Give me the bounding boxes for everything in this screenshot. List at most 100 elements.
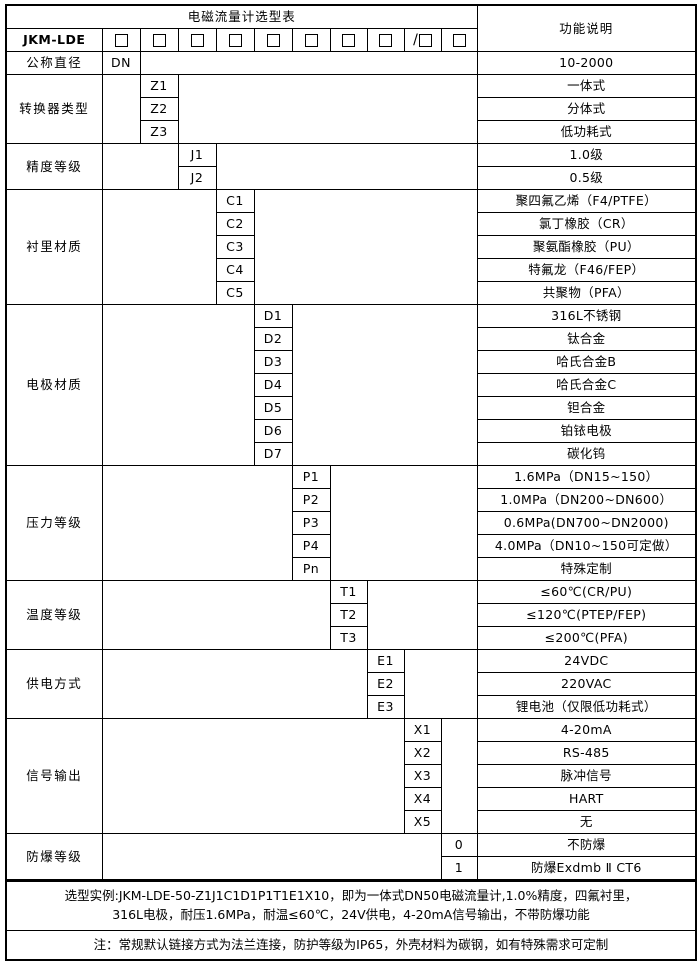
left-filler-4 <box>101 304 255 466</box>
option-code[interactable]: D6 <box>253 419 293 443</box>
code-checkbox-6[interactable] <box>291 28 331 52</box>
note-example-cell: 选型实例:JKM-LDE-50-Z1J1C1D1P1T1E1X10，即为一体式D… <box>5 881 697 931</box>
checkbox-icon[interactable] <box>304 34 318 47</box>
left-filler-1 <box>101 74 141 144</box>
option-code[interactable]: Z3 <box>139 120 179 144</box>
option-code[interactable]: E3 <box>366 695 405 719</box>
option-description: 哈氏合金C <box>476 373 697 397</box>
option-row: 温度等级 T1 ≤60℃(CR/PU) <box>5 580 697 650</box>
option-row: 公称直径 DN 10-2000 <box>5 51 697 75</box>
code-checkbox-8[interactable] <box>366 28 405 52</box>
option-description: 1.6MPa（DN15~150） <box>476 465 697 489</box>
option-description: ≤120℃(PTEP/FEP) <box>476 603 697 627</box>
option-code[interactable]: D7 <box>253 442 293 466</box>
option-row: T2 ≤120℃(PTEP/FEP) <box>6 603 697 627</box>
right-filler-2 <box>215 143 478 190</box>
option-code[interactable]: DN <box>101 51 141 75</box>
option-code[interactable]: X2 <box>403 741 442 765</box>
option-row: Pn 特殊定制 <box>6 557 697 581</box>
option-description: 聚氨酯橡胶（PU） <box>476 235 697 259</box>
code-checkbox-5[interactable] <box>253 28 293 52</box>
category-label-9: 防爆等级 <box>5 833 103 881</box>
code-checkbox-4[interactable] <box>215 28 255 52</box>
checkbox-icon[interactable] <box>342 34 355 47</box>
option-code[interactable]: 0 <box>440 833 478 857</box>
note-example-row: 选型实例:JKM-LDE-50-Z1J1C1D1P1T1E1X10，即为一体式D… <box>5 881 697 931</box>
option-code[interactable]: D1 <box>253 304 293 328</box>
checkbox-icon[interactable] <box>152 34 166 47</box>
option-code[interactable]: 1 <box>440 856 478 881</box>
option-code[interactable]: C4 <box>215 258 255 282</box>
code-checkbox-3[interactable] <box>177 28 217 52</box>
option-code[interactable]: X5 <box>403 810 442 834</box>
option-description: 钛合金 <box>476 327 697 351</box>
option-code[interactable]: P2 <box>291 488 331 512</box>
checkbox-icon[interactable] <box>190 34 204 47</box>
left-filler-5 <box>101 465 293 581</box>
checkbox-icon[interactable] <box>379 34 392 47</box>
category-label-5: 压力等级 <box>5 465 103 581</box>
option-code[interactable]: J1 <box>177 143 217 167</box>
option-code[interactable]: X4 <box>403 787 442 811</box>
title-row: 电磁流量计选型表 功能说明 <box>5 4 697 52</box>
option-code[interactable]: J2 <box>177 166 217 190</box>
option-code[interactable]: E1 <box>366 649 405 673</box>
table-title: 电磁流量计选型表 <box>5 4 478 29</box>
option-description: 哈氏合金B <box>476 350 697 374</box>
option-description: ≤60℃(CR/PU) <box>476 580 697 604</box>
option-code[interactable]: C1 <box>215 189 255 213</box>
code-checkbox-1[interactable] <box>101 28 141 52</box>
checkbox-icon[interactable] <box>228 34 242 47</box>
right-filler-0 <box>139 51 478 75</box>
option-description: 特殊定制 <box>476 557 697 581</box>
checkbox-icon[interactable] <box>114 34 128 47</box>
option-code[interactable]: X1 <box>403 718 442 742</box>
option-code[interactable]: C3 <box>215 235 255 259</box>
option-description: 共聚物（PFA） <box>476 281 697 305</box>
right-filler-8 <box>440 718 478 834</box>
checkbox-icon[interactable] <box>266 34 280 47</box>
option-code[interactable]: P4 <box>291 534 331 558</box>
right-filler-1 <box>177 74 478 144</box>
option-code[interactable]: P1 <box>291 465 331 489</box>
option-description: HART <box>476 787 697 811</box>
option-description: 无 <box>476 810 697 834</box>
option-code[interactable]: X3 <box>403 764 442 788</box>
option-row: 电极材质 D1 316L不锈钢 <box>5 304 697 466</box>
option-row: X2 RS-485 <box>6 741 697 765</box>
code-checkbox-9[interactable]: / <box>403 28 442 52</box>
option-description: 脉冲信号 <box>476 764 697 788</box>
option-row: C3 聚氨酯橡胶（PU） <box>6 235 697 259</box>
option-code[interactable]: D4 <box>253 373 293 397</box>
option-description: 低功耗式 <box>476 120 697 144</box>
option-code[interactable]: D2 <box>253 327 293 351</box>
checkbox-icon[interactable] <box>418 33 432 47</box>
category-label-6: 温度等级 <box>5 580 103 650</box>
option-description: 铂铱电极 <box>476 419 697 443</box>
selection-table-body: 电磁流量计选型表 功能说明 JKM-LDE / 公称直径 DN 10-2000 转换器类型 Z1… <box>5 4 697 881</box>
category-label-1: 转换器类型 <box>5 74 103 144</box>
option-code[interactable]: Pn <box>291 557 331 581</box>
option-row: 衬里材质 C1 聚四氟乙烯（F4/PTFE） <box>5 189 697 305</box>
code-checkbox-7[interactable] <box>329 28 368 52</box>
code-checkbox-2[interactable] <box>139 28 179 52</box>
option-code[interactable]: Z2 <box>139 97 179 121</box>
option-code[interactable]: Z1 <box>139 74 179 98</box>
category-label-2: 精度等级 <box>5 143 103 190</box>
option-row: 精度等级 J1 1.0级 <box>5 143 697 190</box>
category-label-3: 衬里材质 <box>5 189 103 305</box>
notes-table: 选型实例:JKM-LDE-50-Z1J1C1D1P1T1E1X10，即为一体式D… <box>5 881 697 961</box>
option-description: 4.0MPa（DN10~150可定做） <box>476 534 697 558</box>
option-code[interactable]: E2 <box>366 672 405 696</box>
option-code[interactable]: C5 <box>215 281 255 305</box>
option-code[interactable]: T2 <box>329 603 368 627</box>
option-code[interactable]: C2 <box>215 212 255 236</box>
option-row: Z2 分体式 <box>6 97 697 121</box>
option-code[interactable]: D3 <box>253 350 293 374</box>
checkbox-icon[interactable] <box>452 34 466 47</box>
option-code[interactable]: D5 <box>253 396 293 420</box>
option-code[interactable]: T1 <box>329 580 368 604</box>
option-code[interactable]: P3 <box>291 511 331 535</box>
option-code[interactable]: T3 <box>329 626 368 650</box>
code-checkbox-10[interactable] <box>440 28 478 52</box>
